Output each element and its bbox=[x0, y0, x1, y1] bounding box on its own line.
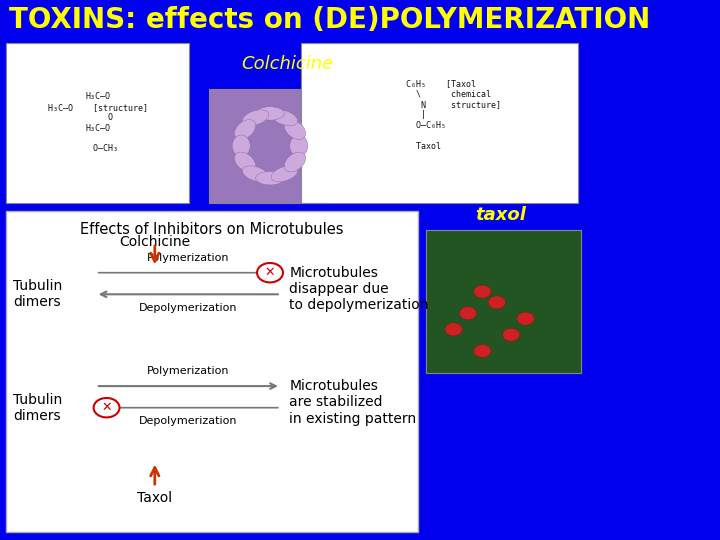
Ellipse shape bbox=[256, 106, 284, 120]
Ellipse shape bbox=[243, 166, 269, 182]
Text: Tubulin
dimers: Tubulin dimers bbox=[13, 279, 62, 309]
Text: Effects of Inhibitors on Microtubules: Effects of Inhibitors on Microtubules bbox=[80, 222, 343, 238]
Text: Taxol: Taxol bbox=[138, 491, 172, 505]
Ellipse shape bbox=[289, 135, 308, 157]
Text: H₃C—O
H₃C—O    [structure]
     O
H₃C—O

   O—CH₃: H₃C—O H₃C—O [structure] O H₃C—O O—CH₃ bbox=[48, 92, 148, 153]
Text: TOXINS: effects on (DE)POLYMERIZATION: TOXINS: effects on (DE)POLYMERIZATION bbox=[9, 6, 650, 33]
Circle shape bbox=[94, 398, 120, 417]
Text: C₆H₅    [Taxol
  \      chemical
   N     structure]
   |      
  O—C₆H₅

  Taxo: C₆H₅ [Taxol \ chemical N structure] | O—… bbox=[406, 79, 501, 151]
Bar bbox=[6, 43, 189, 202]
Circle shape bbox=[517, 312, 534, 325]
Text: Microtubules
disappear due
to depolymerization: Microtubules disappear due to depolymeri… bbox=[289, 266, 429, 312]
Text: Polymerization: Polymerization bbox=[147, 366, 230, 376]
Text: Polymerization: Polymerization bbox=[147, 253, 230, 263]
Text: Microtubules
are stabilized
in existing pattern: Microtubules are stabilized in existing … bbox=[289, 379, 417, 426]
Bar bbox=[0, 0, 720, 39]
Bar bbox=[6, 211, 418, 532]
Bar bbox=[426, 230, 581, 373]
Text: Colchicine: Colchicine bbox=[120, 235, 190, 249]
Ellipse shape bbox=[235, 120, 256, 139]
Ellipse shape bbox=[271, 110, 297, 126]
Circle shape bbox=[445, 323, 462, 336]
Bar bbox=[209, 89, 331, 202]
Circle shape bbox=[474, 285, 491, 298]
Text: Tubulin
dimers: Tubulin dimers bbox=[13, 393, 62, 423]
Circle shape bbox=[474, 345, 491, 357]
Text: Depolymerization: Depolymerization bbox=[139, 303, 238, 313]
Ellipse shape bbox=[232, 135, 251, 157]
Ellipse shape bbox=[284, 152, 305, 172]
Circle shape bbox=[257, 263, 283, 282]
Text: taxol: taxol bbox=[475, 206, 526, 224]
Text: Colchicine: Colchicine bbox=[241, 55, 333, 73]
Ellipse shape bbox=[256, 172, 284, 185]
Circle shape bbox=[459, 307, 477, 320]
Text: Depolymerization: Depolymerization bbox=[139, 416, 238, 427]
Ellipse shape bbox=[235, 152, 256, 172]
Ellipse shape bbox=[284, 120, 305, 139]
Bar bbox=[301, 43, 578, 202]
Ellipse shape bbox=[271, 166, 297, 182]
Text: ✕: ✕ bbox=[265, 266, 275, 279]
Circle shape bbox=[503, 328, 520, 341]
Ellipse shape bbox=[243, 110, 269, 126]
Text: ✕: ✕ bbox=[102, 401, 112, 414]
Circle shape bbox=[488, 296, 505, 309]
